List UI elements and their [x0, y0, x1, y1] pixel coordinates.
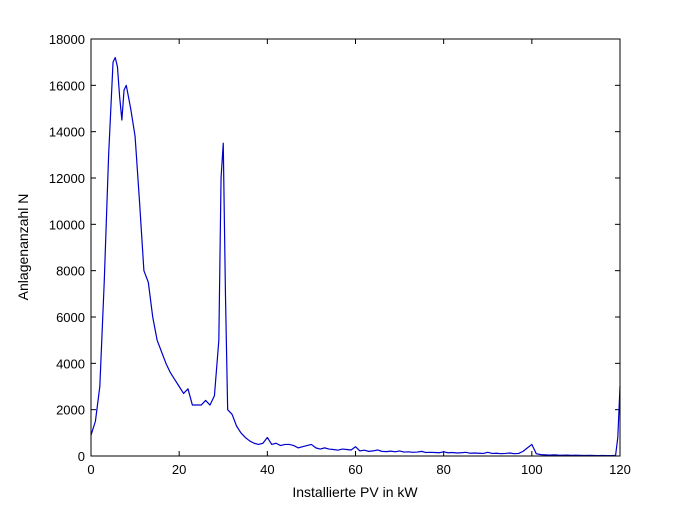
tick-labels: 0 20 40 60 80 100 120 0 2000 4000 6000 8000 10000 120… — [49, 32, 631, 477]
x-tick-label-4: 80 — [436, 462, 450, 477]
y-tick-label-0: 0 — [78, 449, 85, 464]
x-tick-label-3: 60 — [348, 462, 362, 477]
x-tick-label-2: 40 — [260, 462, 274, 477]
y-tick-label-6: 12000 — [49, 171, 85, 186]
y-tick-label-8: 16000 — [49, 78, 85, 93]
x-tick-label-1: 20 — [172, 462, 186, 477]
x-tick-label-6: 120 — [609, 462, 631, 477]
x-tick-label-0: 0 — [87, 462, 94, 477]
series-line — [90, 56, 621, 457]
x-axis-label: Installierte PV in kW — [292, 484, 418, 500]
y-tick-label-9: 18000 — [49, 32, 85, 47]
y-tick-label-4: 8000 — [56, 264, 85, 279]
plot-background — [91, 39, 620, 456]
y-tick-label-2: 4000 — [56, 356, 85, 371]
y-tick-label-5: 10000 — [49, 217, 85, 232]
y-tick-label-7: 14000 — [49, 125, 85, 140]
y-axis-label: Anlagenanzahl N — [15, 194, 31, 301]
y-tick-label-1: 2000 — [56, 403, 85, 418]
x-tick-label-5: 100 — [521, 462, 543, 477]
plot-frame — [90, 38, 621, 457]
y-tick-label-3: 6000 — [56, 310, 85, 325]
